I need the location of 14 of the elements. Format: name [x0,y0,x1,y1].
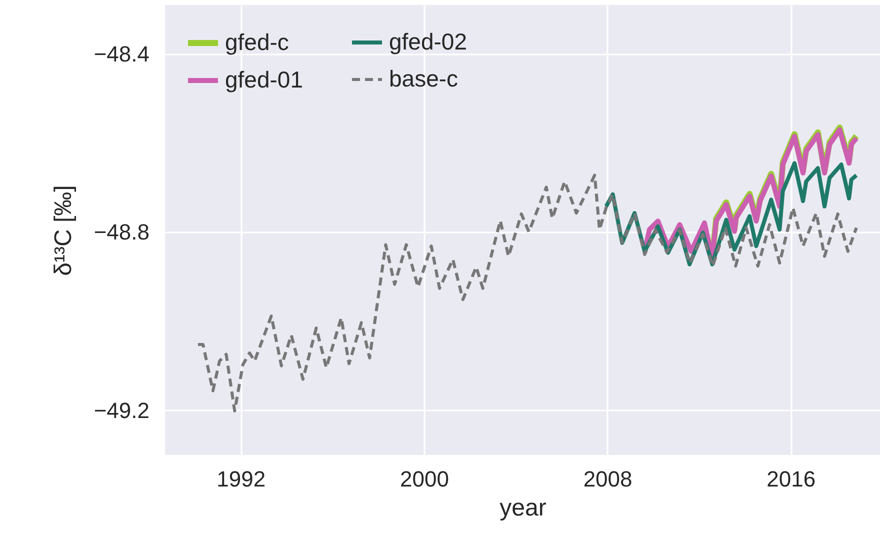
y-tick-label: −48.4 [94,42,150,67]
y-tick-label: −48.8 [94,220,150,245]
legend-label: base-c [389,66,458,92]
line-series [196,174,858,412]
y-tick-label: −49.2 [94,398,150,423]
legend-label: gfed-02 [389,28,468,54]
x-axis-title: year [500,494,546,522]
x-tick-label: 2000 [400,466,449,492]
x-tick-label: 1992 [216,466,266,492]
legend-label: gfed-01 [225,66,304,92]
y-axis-title: δ¹³C [‰] [50,185,77,276]
x-tick-label: 2016 [766,466,816,492]
legend-label: gfed-c [225,29,289,55]
x-tick-label: 2008 [583,466,632,492]
